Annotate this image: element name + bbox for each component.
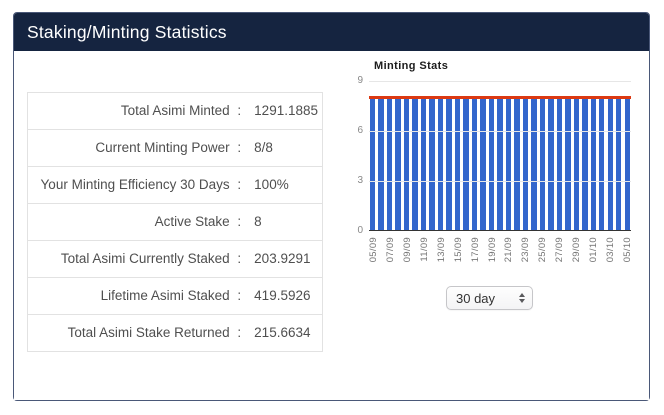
bar bbox=[497, 97, 503, 231]
bar bbox=[378, 97, 384, 231]
panel-title: Staking/Minting Statistics bbox=[27, 21, 227, 42]
x-axis-label: 21/09 bbox=[503, 237, 515, 263]
range-select[interactable]: 30 day bbox=[446, 286, 533, 310]
x-axis-label: 29/09 bbox=[571, 237, 583, 263]
y-axis-tick: 3 bbox=[357, 175, 363, 186]
bar bbox=[573, 97, 580, 231]
bar bbox=[386, 97, 393, 231]
stats-row: Your Minting Efficiency 30 Days : 100% bbox=[27, 167, 323, 204]
bar bbox=[471, 97, 478, 231]
stats-row: Current Minting Power : 8/8 bbox=[27, 130, 323, 167]
bar bbox=[488, 97, 495, 231]
x-axis-label: 11/09 bbox=[418, 237, 430, 262]
stats-row: Total Asimi Minted : 1291.1885 bbox=[27, 93, 323, 130]
bar bbox=[463, 97, 469, 231]
bar bbox=[412, 97, 418, 231]
range-select-value: 30 day bbox=[456, 290, 496, 306]
x-axis-label: 15/09 bbox=[452, 237, 464, 263]
bar bbox=[616, 97, 622, 231]
bar bbox=[599, 97, 605, 231]
bar bbox=[437, 97, 444, 231]
x-axis-label: 07/09 bbox=[385, 237, 397, 263]
stat-value: 8/8 bbox=[254, 140, 273, 155]
stats-table: Total Asimi Minted : 1291.1885 Current Min… bbox=[27, 92, 323, 352]
x-axis-label: 13/09 bbox=[435, 237, 447, 263]
y-axis-tick: 0 bbox=[357, 225, 363, 236]
x-axis-label: 05/10 bbox=[621, 237, 633, 263]
stat-label: Total Asimi Stake Returned : bbox=[67, 325, 242, 340]
bar bbox=[607, 97, 613, 231]
gridline bbox=[369, 131, 631, 132]
gridline bbox=[369, 181, 631, 182]
bar bbox=[454, 97, 461, 231]
bar bbox=[548, 97, 554, 231]
bar bbox=[556, 97, 563, 231]
panel-header: Staking/Minting Statistics bbox=[14, 13, 649, 51]
stat-value: 100% bbox=[254, 177, 289, 192]
bar bbox=[624, 97, 630, 231]
stat-value: 215.6634 bbox=[254, 325, 311, 340]
stat-value: 203.9291 bbox=[254, 251, 311, 266]
x-axis-label: 05/09 bbox=[368, 237, 380, 263]
bar bbox=[395, 97, 401, 231]
stat-value: 1291.1885 bbox=[254, 103, 318, 118]
y-axis-tick: 6 bbox=[357, 125, 363, 136]
bar bbox=[429, 97, 435, 231]
bar bbox=[446, 97, 452, 231]
stat-label: Lifetime Asimi Staked : bbox=[100, 288, 242, 303]
x-axis-label: 03/10 bbox=[604, 237, 616, 263]
stat-value: 419.5926 bbox=[254, 288, 311, 303]
bar bbox=[590, 97, 596, 231]
x-axis-label: 25/09 bbox=[537, 237, 549, 263]
x-axis-labels: 05/09 07/09 09/09 11/09 13/09 15/09 17/09 19/09… bbox=[368, 231, 648, 275]
trend-line bbox=[369, 96, 631, 100]
x-axis-label: 23/09 bbox=[520, 237, 532, 263]
minting-stats-chart: Minting Stats 0 3 6 9 05/09 07/09 09/09 11/09 1… bbox=[346, 60, 648, 310]
gridline bbox=[369, 81, 631, 82]
bar bbox=[531, 97, 537, 231]
stats-row: Lifetime Asimi Staked : 419.5926 bbox=[27, 278, 323, 315]
bar bbox=[514, 97, 520, 231]
bar bbox=[403, 97, 410, 231]
stat-label: Total Asimi Currently Staked : bbox=[60, 251, 242, 266]
stat-label: Current Minting Power : bbox=[95, 140, 242, 155]
select-stepper-icon bbox=[519, 293, 525, 303]
stat-label: Your Minting Efficiency 30 Days : bbox=[40, 177, 242, 192]
bar bbox=[480, 97, 486, 231]
plot-area: 0 3 6 9 bbox=[357, 75, 631, 236]
x-axis-label: 09/09 bbox=[402, 237, 414, 263]
axis-baseline bbox=[369, 230, 631, 231]
stat-value: 8 bbox=[254, 214, 262, 229]
stats-row: Total Asimi Stake Returned : 215.6634 bbox=[28, 315, 323, 352]
bar bbox=[505, 97, 512, 231]
x-axis-label: 17/09 bbox=[469, 237, 481, 263]
y-axis-tick: 9 bbox=[357, 75, 363, 86]
bar bbox=[565, 97, 571, 231]
bar-series bbox=[369, 81, 631, 231]
bar bbox=[370, 97, 376, 231]
chart-title: Minting Stats bbox=[374, 60, 449, 72]
panel-body: Total Asimi Minted : 1291.1885 Current Min… bbox=[14, 51, 649, 400]
stats-row: Total Asimi Currently Staked : 203.9291 bbox=[27, 241, 323, 278]
bar bbox=[539, 97, 546, 231]
x-axis-label: 01/10 bbox=[587, 237, 599, 263]
bar bbox=[582, 97, 588, 231]
bar bbox=[420, 97, 427, 231]
stat-label: Total Asimi Minted : bbox=[120, 103, 242, 118]
x-axis-label: 19/09 bbox=[486, 237, 498, 263]
stats-row: Active Stake : 8 bbox=[27, 204, 323, 241]
stat-label: Active Stake : bbox=[154, 214, 242, 229]
bar bbox=[522, 97, 529, 231]
staking-minting-panel: Staking/Minting Statistics Total Asimi M… bbox=[13, 12, 650, 401]
x-axis-label: 27/09 bbox=[554, 237, 566, 263]
